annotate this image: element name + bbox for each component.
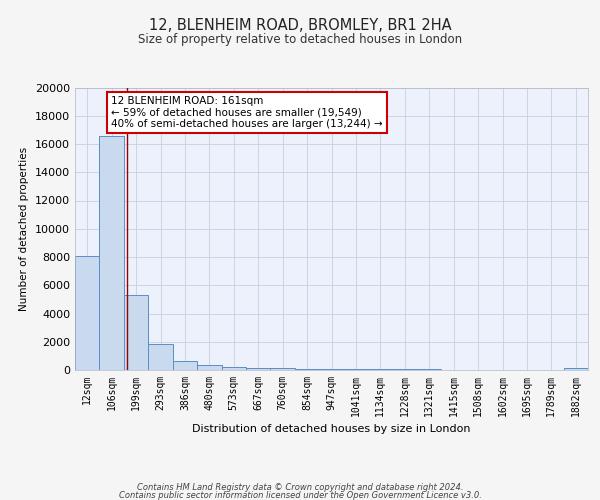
Bar	[344, 369, 368, 370]
Text: 12 BLENHEIM ROAD: 161sqm
← 59% of detached houses are smaller (19,549)
40% of se: 12 BLENHEIM ROAD: 161sqm ← 59% of detach…	[111, 96, 383, 129]
Bar	[271, 368, 295, 370]
Text: Contains HM Land Registry data © Crown copyright and database right 2024.: Contains HM Land Registry data © Crown c…	[137, 484, 463, 492]
Bar	[246, 368, 271, 370]
Bar	[124, 295, 148, 370]
Text: 12, BLENHEIM ROAD, BROMLEY, BR1 2HA: 12, BLENHEIM ROAD, BROMLEY, BR1 2HA	[149, 18, 451, 32]
Text: Contains public sector information licensed under the Open Government Licence v3: Contains public sector information licen…	[119, 491, 481, 500]
Bar	[75, 256, 100, 370]
Bar	[148, 344, 173, 370]
Bar	[173, 360, 197, 370]
Bar	[197, 366, 221, 370]
X-axis label: Distribution of detached houses by size in London: Distribution of detached houses by size …	[192, 424, 471, 434]
Bar	[563, 368, 588, 370]
Bar	[295, 368, 319, 370]
Bar	[221, 367, 246, 370]
Y-axis label: Number of detached properties: Number of detached properties	[19, 146, 29, 311]
Bar	[100, 136, 124, 370]
Bar	[319, 369, 344, 370]
Text: Size of property relative to detached houses in London: Size of property relative to detached ho…	[138, 32, 462, 46]
